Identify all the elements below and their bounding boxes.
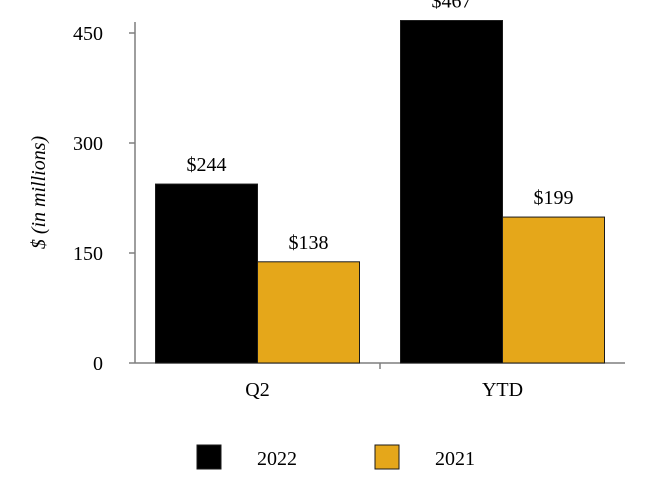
legend-label-2021: 2021 (435, 448, 475, 470)
legend-swatch-2022 (196, 444, 222, 470)
y-tick-label: 0 (93, 353, 103, 375)
data-label-2021-q2: $138 (289, 232, 329, 254)
data-label-2022-q2: $244 (187, 154, 227, 176)
y-axis-label: $ (in millions) (28, 136, 50, 250)
legend-label-2022: 2022 (257, 448, 297, 470)
y-tick-label: 150 (73, 243, 103, 265)
y-axis-ticks: 0 150 300 450 (73, 23, 135, 375)
legend: 2022 2021 (196, 444, 475, 470)
bar-2021-q2 (257, 261, 360, 364)
bar-2022-q2 (155, 183, 258, 364)
bar-2021-ytd (502, 216, 605, 364)
x-tick-label-q2: Q2 (245, 379, 269, 401)
data-labels: $244 $138 $467 $199 (187, 0, 574, 254)
x-tick-label-ytd: YTD (482, 379, 523, 401)
x-axis-ticks: Q2 YTD (245, 363, 523, 401)
bars (155, 20, 605, 364)
y-tick-label: 450 (73, 23, 103, 45)
data-label-2022-ytd: $467 (432, 0, 472, 13)
y-tick-label: 300 (73, 133, 103, 155)
legend-swatch-2021 (374, 444, 400, 470)
bar-2022-ytd (400, 20, 503, 364)
data-label-2021-ytd: $199 (534, 187, 574, 209)
